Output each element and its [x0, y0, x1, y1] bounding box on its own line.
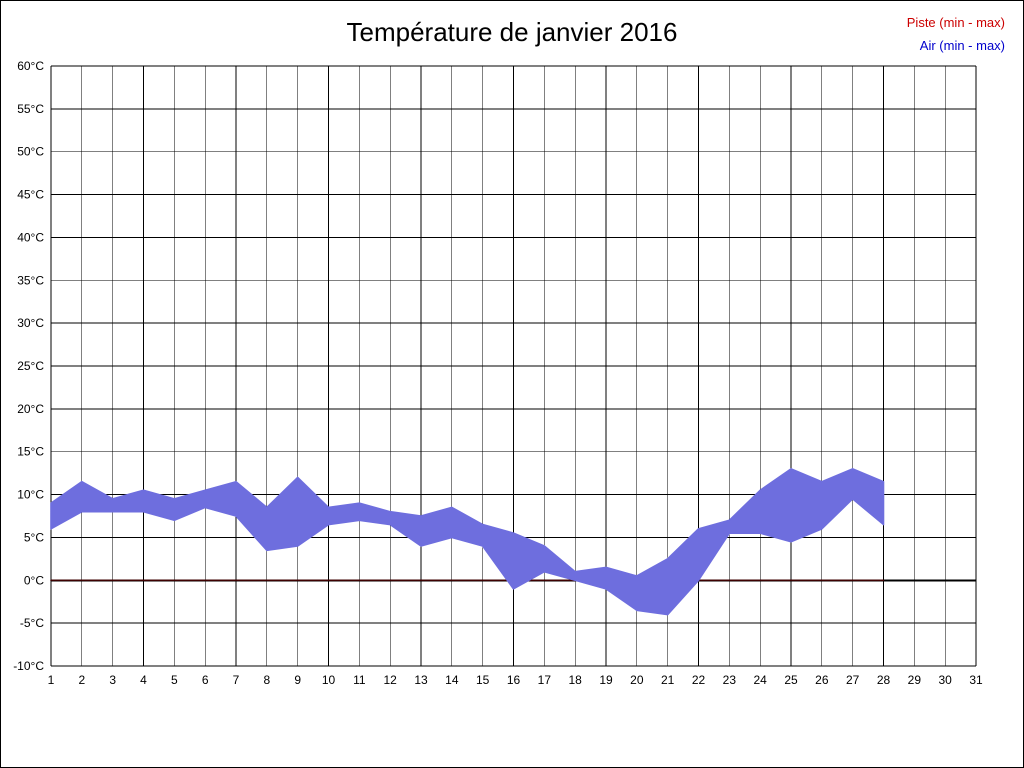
- svg-text:23: 23: [723, 673, 737, 687]
- chart-title: Température de janvier 2016: [346, 17, 678, 47]
- svg-text:-10°C: -10°C: [13, 659, 44, 673]
- svg-text:10: 10: [322, 673, 336, 687]
- svg-text:21: 21: [661, 673, 675, 687]
- svg-text:20: 20: [630, 673, 644, 687]
- legend-item-air: Air (min - max): [919, 38, 1005, 53]
- svg-text:25°C: 25°C: [17, 359, 44, 373]
- svg-text:5°C: 5°C: [24, 530, 44, 544]
- svg-text:12: 12: [383, 673, 397, 687]
- svg-text:30: 30: [938, 673, 952, 687]
- svg-text:0°C: 0°C: [24, 573, 44, 587]
- svg-text:8: 8: [263, 673, 270, 687]
- svg-text:27: 27: [846, 673, 860, 687]
- svg-text:22: 22: [692, 673, 706, 687]
- svg-text:7: 7: [233, 673, 240, 687]
- svg-text:5: 5: [171, 673, 178, 687]
- svg-text:9: 9: [294, 673, 301, 687]
- svg-text:40°C: 40°C: [17, 230, 44, 244]
- svg-text:50°C: 50°C: [17, 145, 44, 159]
- x-axis-labels: 1 2 3 4 5 6 7 8 9 10 11 12 13 14 15 16 17 18 19 20 21 22 23 24 2…: [48, 673, 983, 687]
- svg-text:16: 16: [507, 673, 521, 687]
- svg-text:15: 15: [476, 673, 490, 687]
- svg-text:2: 2: [78, 673, 85, 687]
- svg-text:20°C: 20°C: [17, 402, 44, 416]
- legend-item-piste: Piste (min - max): [906, 15, 1005, 30]
- svg-text:1: 1: [48, 673, 55, 687]
- svg-text:4: 4: [140, 673, 147, 687]
- legend: Piste (min - max) Air (min - max): [907, 11, 1005, 57]
- svg-text:24: 24: [753, 673, 767, 687]
- svg-text:18: 18: [568, 673, 582, 687]
- svg-text:17: 17: [538, 673, 552, 687]
- svg-text:30°C: 30°C: [17, 316, 44, 330]
- svg-text:25: 25: [784, 673, 798, 687]
- svg-text:10°C: 10°C: [17, 488, 44, 502]
- svg-text:55°C: 55°C: [17, 102, 44, 116]
- svg-text:3: 3: [109, 673, 116, 687]
- air-minmax-band: [50, 468, 885, 616]
- svg-text:60°C: 60°C: [17, 59, 44, 73]
- svg-text:45°C: 45°C: [17, 188, 44, 202]
- svg-text:35°C: 35°C: [17, 273, 44, 287]
- svg-text:29: 29: [908, 673, 922, 687]
- svg-text:11: 11: [353, 673, 366, 687]
- svg-text:-5°C: -5°C: [20, 616, 44, 630]
- svg-text:15°C: 15°C: [17, 445, 44, 459]
- svg-text:31: 31: [969, 673, 983, 687]
- svg-text:26: 26: [815, 673, 829, 687]
- svg-text:19: 19: [599, 673, 613, 687]
- svg-text:13: 13: [414, 673, 428, 687]
- svg-text:14: 14: [445, 673, 459, 687]
- svg-text:6: 6: [202, 673, 209, 687]
- svg-text:28: 28: [877, 673, 891, 687]
- y-axis-labels: -10°C -5°C 0°C 5°C 10°C 15°C 20°C 25°C 30°C 35°C 4…: [13, 59, 44, 673]
